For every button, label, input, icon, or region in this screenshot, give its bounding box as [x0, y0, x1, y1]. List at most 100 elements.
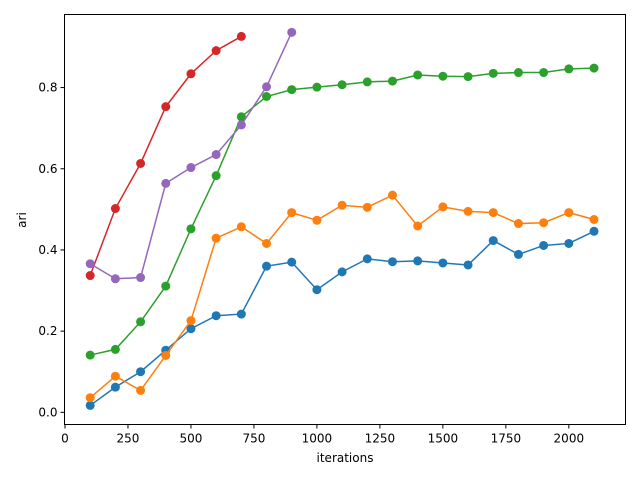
- series-3-point: [362, 77, 372, 87]
- x-axis-label: iterations: [317, 451, 374, 465]
- series-1-point: [463, 260, 473, 270]
- series-3-point: [236, 112, 246, 122]
- x-tick-label: 1000: [302, 432, 333, 446]
- series-2-point: [564, 208, 574, 218]
- series-3-point: [438, 71, 448, 81]
- series-5-point: [287, 27, 297, 37]
- series-1-point: [211, 311, 221, 321]
- series-1-point: [513, 249, 523, 259]
- series-3-point: [539, 68, 549, 78]
- series-1-point: [186, 324, 196, 334]
- series-3-point: [413, 70, 423, 80]
- series-1-point: [85, 400, 95, 410]
- series-2-point: [186, 316, 196, 326]
- series-2-point: [488, 208, 498, 218]
- series-3-point: [337, 80, 347, 90]
- x-tick-label: 2000: [554, 432, 585, 446]
- series-2-point: [438, 202, 448, 212]
- series-2-point: [312, 215, 322, 225]
- y-tick-label: 0.4: [38, 243, 57, 257]
- series-3-point: [287, 85, 297, 95]
- series-2-point: [337, 200, 347, 210]
- series-3-point: [85, 350, 95, 360]
- y-tick-label: 0.0: [38, 405, 57, 419]
- series-5-point: [161, 178, 171, 188]
- series-1-point: [564, 238, 574, 248]
- series-1-point: [488, 236, 498, 246]
- series-3-point: [589, 63, 599, 73]
- series-3-point: [488, 68, 498, 78]
- series-1-point: [413, 256, 423, 266]
- series-1-point: [539, 240, 549, 250]
- series-2-point: [513, 219, 523, 229]
- series-2-point: [236, 222, 246, 232]
- series-1-point: [136, 367, 146, 377]
- series-4-point: [136, 158, 146, 168]
- series-5-point: [236, 120, 246, 130]
- series-2-point: [387, 190, 397, 200]
- plot-frame: [64, 14, 626, 425]
- series-2-point: [362, 202, 372, 212]
- y-tick-label: 0.6: [38, 162, 57, 176]
- series-1-point: [262, 261, 272, 271]
- series-2-point: [110, 371, 120, 381]
- series-5-point: [110, 274, 120, 284]
- series-2-point: [211, 233, 221, 243]
- y-axis: 0.0 0.2 0.4 0.6 0.8: [38, 81, 65, 419]
- series-2-point: [262, 238, 272, 248]
- series-3: [85, 63, 599, 360]
- series-4-point: [186, 69, 196, 79]
- series-1-point: [337, 267, 347, 277]
- series-1-point: [110, 382, 120, 392]
- x-tick-label: 1500: [428, 432, 459, 446]
- series-5-point: [211, 150, 221, 160]
- x-axis: 0 250 500 750 1000 1250 1500 1750 2000: [61, 424, 585, 446]
- series-5-point: [85, 259, 95, 269]
- series-1-point: [287, 257, 297, 267]
- series-2: [85, 190, 599, 403]
- series-1-point: [362, 254, 372, 264]
- series-3-point: [312, 82, 322, 92]
- series-5-point: [136, 273, 146, 283]
- y-tick-label: 0.2: [38, 324, 57, 338]
- series-3-point: [136, 317, 146, 327]
- x-tick-label: 0: [61, 432, 69, 446]
- x-tick-label: 1750: [491, 432, 522, 446]
- series-3-point: [211, 171, 221, 181]
- series-4-point: [236, 31, 246, 41]
- x-tick-label: 250: [117, 432, 140, 446]
- series-2-point: [161, 350, 171, 360]
- series-4-point: [85, 271, 95, 281]
- series-4: [85, 31, 246, 281]
- series-1-point: [438, 258, 448, 268]
- series-5-point: [186, 163, 196, 173]
- series-3-point: [513, 68, 523, 78]
- series-2-point: [589, 215, 599, 224]
- series-3-point: [262, 92, 272, 101]
- series-3-point: [463, 72, 473, 82]
- series-4-point: [161, 102, 171, 112]
- series-3-point: [387, 76, 397, 86]
- series-3-point: [186, 224, 196, 234]
- series-2-point: [287, 208, 297, 218]
- series-2-point: [463, 206, 473, 216]
- series-1-point: [387, 257, 397, 267]
- series-1-point: [312, 285, 322, 295]
- x-tick-label: 1250: [365, 432, 396, 446]
- x-tick-label: 750: [242, 432, 265, 446]
- series-2-point: [413, 221, 423, 231]
- series-3-point: [161, 281, 171, 291]
- series-2-point: [539, 218, 549, 228]
- series-layer: [85, 27, 599, 410]
- y-axis-label: ari: [15, 212, 29, 228]
- series-2-point: [136, 385, 146, 395]
- series-5-point: [262, 82, 272, 92]
- y-tick-label: 0.8: [38, 81, 57, 95]
- series-1-point: [589, 226, 599, 236]
- series-4-point: [211, 46, 221, 56]
- series-3-point: [564, 64, 574, 74]
- x-tick-label: 500: [180, 432, 203, 446]
- series-5: [85, 27, 297, 284]
